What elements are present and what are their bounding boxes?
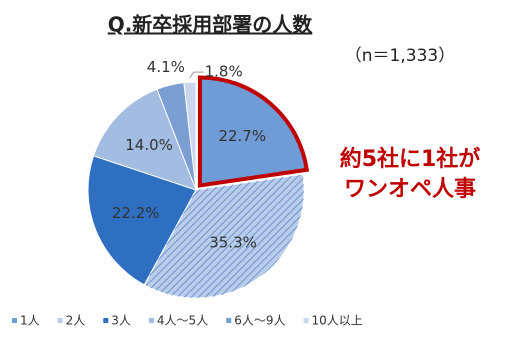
annotation: 約5社に1社が <box>340 146 481 172</box>
legend-marker <box>57 318 63 323</box>
legend-label: 6人～9人 <box>234 314 285 328</box>
legend-marker <box>303 318 309 323</box>
chart-title: Q.新卒採用部署の人数 <box>108 13 314 37</box>
value-label: 1.8% <box>205 63 243 81</box>
value-label: 14.0% <box>125 136 173 154</box>
value-label: 4.1% <box>147 58 185 76</box>
value-label: 35.3% <box>209 234 257 252</box>
legend-marker <box>226 318 232 323</box>
leader-line <box>189 71 204 79</box>
legend-label: 10人以上 <box>311 314 362 328</box>
slice-highlight <box>197 75 310 188</box>
legend-label: 3人 <box>111 314 131 328</box>
legend-marker <box>148 318 154 323</box>
value-label: 22.7% <box>218 127 266 145</box>
annotation: ワンオペ人事 <box>344 176 476 202</box>
pie-slice <box>92 88 197 191</box>
legend-label: 2人 <box>66 314 86 328</box>
legend: 1人 2人 3人 4人～5人 6人～9人 10人以上 <box>12 314 363 328</box>
legend-marker <box>12 318 17 323</box>
legend-label: 4人～5人 <box>157 314 208 328</box>
slice-hatch <box>144 174 304 299</box>
chart-subtitle: （n＝1,333） <box>345 46 455 66</box>
legend-marker <box>103 318 109 323</box>
labels: 1.8% 4.1% 14.0% 22.2% 35.3% 22.7% <box>112 58 266 251</box>
value-label: 22.2% <box>112 204 160 222</box>
pie-slice <box>87 155 197 286</box>
legend-label: 1人 <box>20 314 40 328</box>
pie <box>87 75 310 299</box>
